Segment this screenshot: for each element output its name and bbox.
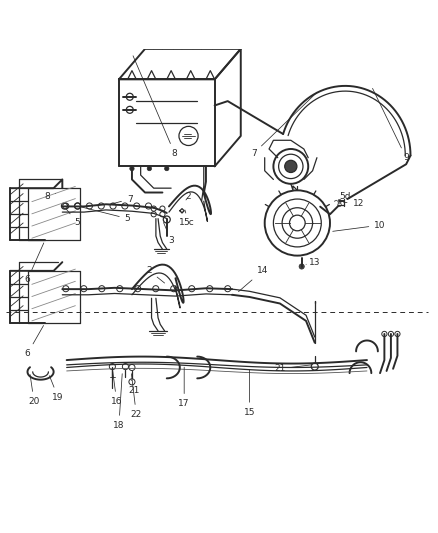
Text: 18: 18 xyxy=(113,374,125,430)
Text: 21: 21 xyxy=(128,379,140,395)
Text: 7: 7 xyxy=(251,92,317,158)
Circle shape xyxy=(389,332,393,336)
Text: 5d: 5d xyxy=(334,192,351,201)
Circle shape xyxy=(382,332,387,336)
Text: 12: 12 xyxy=(344,199,364,208)
Text: 21: 21 xyxy=(274,364,312,373)
Text: 14: 14 xyxy=(239,266,268,292)
Text: 17: 17 xyxy=(178,367,190,408)
Text: 5: 5 xyxy=(80,207,131,223)
Text: 8: 8 xyxy=(133,56,177,158)
Text: 5: 5 xyxy=(66,209,81,228)
Circle shape xyxy=(165,166,169,171)
Text: 6: 6 xyxy=(25,243,44,284)
Text: 6: 6 xyxy=(25,326,43,358)
Text: 16: 16 xyxy=(111,372,123,406)
Text: 15: 15 xyxy=(244,369,255,417)
Text: 2: 2 xyxy=(186,192,191,201)
Text: 7: 7 xyxy=(109,195,133,205)
Text: 1: 1 xyxy=(179,212,185,228)
Circle shape xyxy=(395,332,400,336)
Text: 9: 9 xyxy=(373,88,409,162)
Circle shape xyxy=(147,166,152,171)
Text: 19: 19 xyxy=(49,376,64,401)
Circle shape xyxy=(130,166,134,171)
Circle shape xyxy=(299,264,304,269)
Text: 22: 22 xyxy=(131,374,142,419)
Text: 20: 20 xyxy=(28,375,40,406)
Text: 10: 10 xyxy=(333,221,386,231)
Text: 5c: 5c xyxy=(183,210,194,228)
Text: 13: 13 xyxy=(306,257,321,266)
Text: 3: 3 xyxy=(163,222,174,245)
Text: 2: 2 xyxy=(147,266,165,283)
Text: 8: 8 xyxy=(44,192,55,201)
Circle shape xyxy=(285,160,297,173)
